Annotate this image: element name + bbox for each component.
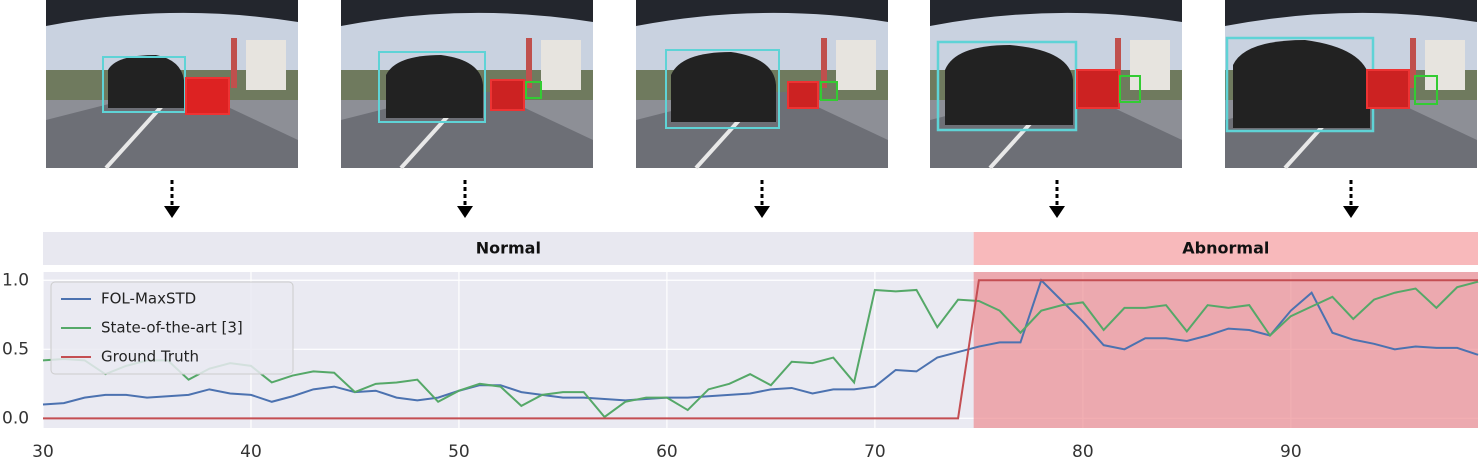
legend-label: FOL-MaxSTD (101, 290, 196, 308)
x-tick-label: 30 (32, 442, 54, 462)
x-tick-label: 40 (240, 442, 262, 462)
x-tick-label: 80 (1072, 442, 1094, 462)
chart: Normal Abnormal 30 40 50 60 70 80 90 0.0 0.5 1.0 FOL… (2, 232, 1479, 462)
x-tick-label: 90 (1280, 442, 1302, 462)
series-line (42, 280, 1479, 419)
region-label: Normal (476, 239, 541, 258)
x-tick-label: 50 (448, 442, 470, 462)
arrows (164, 180, 1359, 218)
frame-image (1223, 0, 1479, 170)
region-band (973, 232, 1478, 265)
y-tick-label: 0.5 (2, 339, 29, 359)
y-tick-label: 0.0 (2, 408, 29, 428)
legend-label: Ground Truth (101, 348, 199, 366)
region-band (43, 232, 974, 265)
y-tick-label: 1.0 (2, 270, 29, 290)
x-tick-label: 70 (864, 442, 886, 462)
region-shade (973, 272, 1478, 428)
frame-image (634, 0, 890, 170)
frame-image (928, 0, 1184, 170)
frame-images (44, 0, 1479, 170)
legend-box (50, 281, 294, 375)
frame-image (339, 0, 595, 170)
series-line (42, 278, 1479, 406)
legend-label: State-of-the-art [3] (101, 319, 243, 337)
frame-image (44, 0, 300, 170)
region-label: Abnormal (1182, 239, 1269, 258)
x-tick-label: 60 (656, 442, 678, 462)
series-line (43, 279, 1478, 420)
